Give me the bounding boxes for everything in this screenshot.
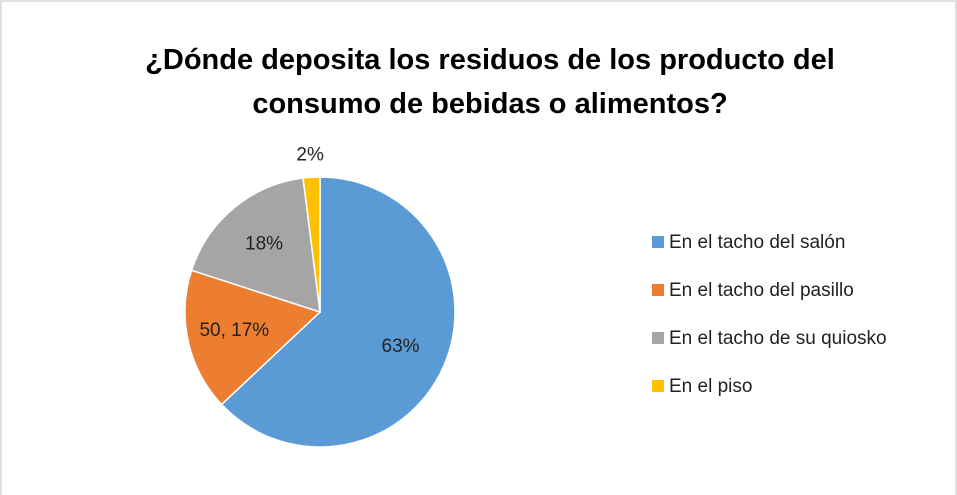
- data-label: 2%: [296, 144, 324, 165]
- pie-slice: [184, 269, 322, 406]
- data-label: 50, 17%: [199, 320, 269, 341]
- legend-swatch: [652, 380, 664, 392]
- pie-slice: [190, 177, 321, 314]
- data-label: 18%: [245, 233, 283, 254]
- legend-label: En el tacho de su quiosko: [669, 328, 887, 349]
- legend-swatch: [652, 284, 664, 296]
- chart-title: ¿Dónde deposita los residuos de los prod…: [145, 44, 835, 120]
- pie-slice: [302, 176, 321, 313]
- legend-label: En el tacho del salón: [669, 232, 845, 253]
- pie-slice: [220, 176, 456, 448]
- legend-swatch: [652, 236, 664, 248]
- legend-label: En el tacho del pasillo: [669, 280, 854, 301]
- legend-swatch: [652, 332, 664, 344]
- legend-label: En el piso: [669, 376, 752, 397]
- data-label: 63%: [382, 336, 420, 357]
